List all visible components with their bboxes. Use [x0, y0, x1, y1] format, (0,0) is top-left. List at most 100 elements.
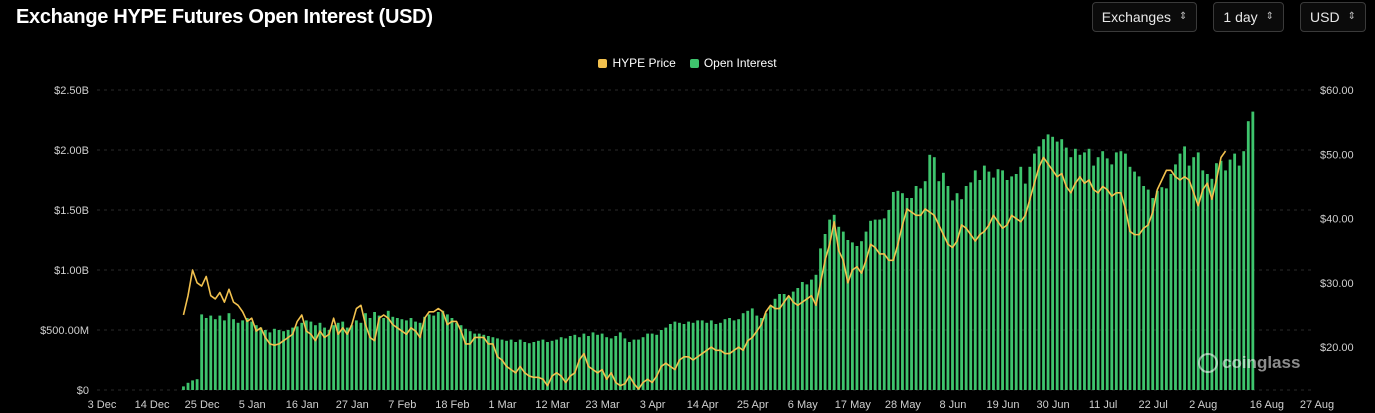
left-tick-label: $2.00B: [54, 145, 89, 157]
open-interest-bar: [500, 339, 504, 390]
open-interest-bar: [359, 322, 363, 390]
open-interest-bar: [1151, 198, 1155, 390]
open-interest-bar: [700, 320, 704, 390]
legend-label-open-interest: Open Interest: [703, 56, 777, 70]
open-interest-bar: [1164, 188, 1168, 390]
open-interest-bar: [245, 318, 249, 390]
open-interest-bar: [632, 339, 636, 390]
price-legend-swatch: [598, 58, 608, 68]
open-interest-bar: [800, 282, 804, 390]
open-interest-bar: [860, 241, 863, 390]
x-tick-label: 12 Mar: [535, 399, 570, 411]
open-interest-bar: [345, 327, 349, 390]
right-axis: $20.00 $30.00 $40.00 $50.00 $60.00: [1320, 85, 1354, 354]
open-interest-bar: [354, 320, 358, 390]
open-interest-bar: [951, 200, 954, 390]
open-interest-bar: [464, 328, 467, 390]
open-interest-bar: [841, 231, 845, 390]
open-interest-bar: [1010, 176, 1014, 390]
open-interest-bar: [213, 319, 217, 390]
open-interest-bar: [969, 182, 973, 390]
open-interest-bar: [1078, 154, 1082, 390]
open-interest-bar: [1155, 190, 1159, 390]
x-tick-label: 7 Feb: [388, 399, 416, 411]
open-interest-bar: [1019, 166, 1023, 390]
x-tick-label: 8 Jun: [939, 399, 966, 411]
open-interest-bar: [982, 165, 986, 390]
x-tick-label: 11 Jul: [1089, 399, 1118, 411]
open-interest-bar: [254, 325, 258, 390]
open-interest-bar: [869, 220, 872, 390]
x-tick-label: 25 Dec: [185, 399, 220, 411]
open-interest-bar: [1033, 153, 1036, 390]
open-interest-bar: [518, 339, 522, 390]
open-interest-bar: [1005, 180, 1009, 390]
watermark-text: coinglass: [1222, 353, 1301, 372]
open-interest-bar: [477, 333, 481, 390]
open-interest-bar: [459, 325, 463, 390]
open-interest-bar: [295, 326, 299, 390]
open-interest-legend-swatch: [689, 58, 699, 68]
open-interest-bar: [678, 322, 681, 390]
open-interest-bar: [564, 338, 568, 390]
x-tick-label: 25 Apr: [737, 399, 769, 411]
open-interest-bar: [455, 322, 458, 390]
chart-title: Exchange HYPE Futures Open Interest (USD…: [16, 6, 433, 28]
open-interest-bar: [737, 319, 741, 390]
open-interest-bar: [318, 322, 322, 390]
open-interest-bar: [191, 380, 194, 390]
open-interest-bar: [878, 219, 882, 390]
open-interest-bar: [932, 157, 936, 390]
open-interest-bar: [405, 320, 408, 390]
open-interest-bar: [286, 330, 290, 390]
open-interest-bar: [332, 325, 336, 390]
open-interest-bar: [473, 333, 477, 390]
open-interest-bar: [664, 327, 668, 390]
open-interest-bar: [618, 332, 622, 390]
currency-select[interactable]: USD ⇕: [1300, 2, 1366, 32]
open-interest-bar: [309, 321, 313, 390]
open-interest-bar: [609, 338, 613, 390]
open-interest-bars: [182, 111, 1255, 390]
open-interest-bar: [1169, 174, 1173, 390]
x-tick-label: 6 May: [788, 399, 818, 411]
legend-item-open-interest[interactable]: Open Interest: [689, 56, 777, 70]
open-interest-bar: [536, 340, 540, 390]
legend-item-price[interactable]: HYPE Price: [598, 56, 676, 70]
open-interest-bar: [409, 318, 413, 390]
open-interest-bar: [436, 312, 440, 390]
interval-select-label: 1 day: [1223, 9, 1258, 25]
exchanges-select[interactable]: Exchanges ⇕: [1091, 2, 1198, 32]
left-tick-label: $1.50B: [54, 205, 89, 217]
open-interest-bar: [427, 314, 431, 390]
right-tick-label: $40.00: [1320, 214, 1354, 226]
open-interest-bar: [787, 296, 791, 390]
open-interest-bar: [923, 181, 927, 390]
interval-select[interactable]: 1 day ⇕: [1213, 2, 1285, 32]
exchanges-select-label: Exchanges: [1101, 9, 1172, 25]
open-interest-bar: [759, 318, 763, 390]
open-interest-bar: [1146, 189, 1150, 390]
open-interest-bar: [327, 330, 331, 390]
open-interest-bar: [268, 332, 272, 390]
x-tick-label: 3 Apr: [640, 399, 666, 411]
x-tick-label: 16 Jan: [286, 399, 319, 411]
open-interest-bar: [282, 331, 285, 390]
open-interest-bar: [905, 198, 909, 390]
left-tick-label: $1.00B: [54, 265, 89, 277]
open-interest-bar: [496, 338, 499, 390]
open-interest-bar: [418, 322, 422, 390]
open-interest-bar: [1028, 166, 1032, 390]
open-interest-bar: [523, 342, 527, 390]
open-interest-bar: [1201, 170, 1205, 390]
open-interest-bar: [1233, 153, 1237, 390]
open-interest-bar: [750, 308, 754, 390]
open-interest-bar: [1001, 170, 1004, 390]
x-tick-label: 28 May: [885, 399, 922, 411]
open-interest-bar: [709, 320, 713, 390]
left-axis: $0 $500.00M $1.00B $1.50B $2.00B $2.50B: [40, 85, 89, 397]
open-interest-bar: [641, 337, 645, 390]
open-interest-bar: [1246, 121, 1250, 390]
open-interest-bar: [532, 342, 536, 390]
open-interest-bar: [659, 330, 663, 390]
